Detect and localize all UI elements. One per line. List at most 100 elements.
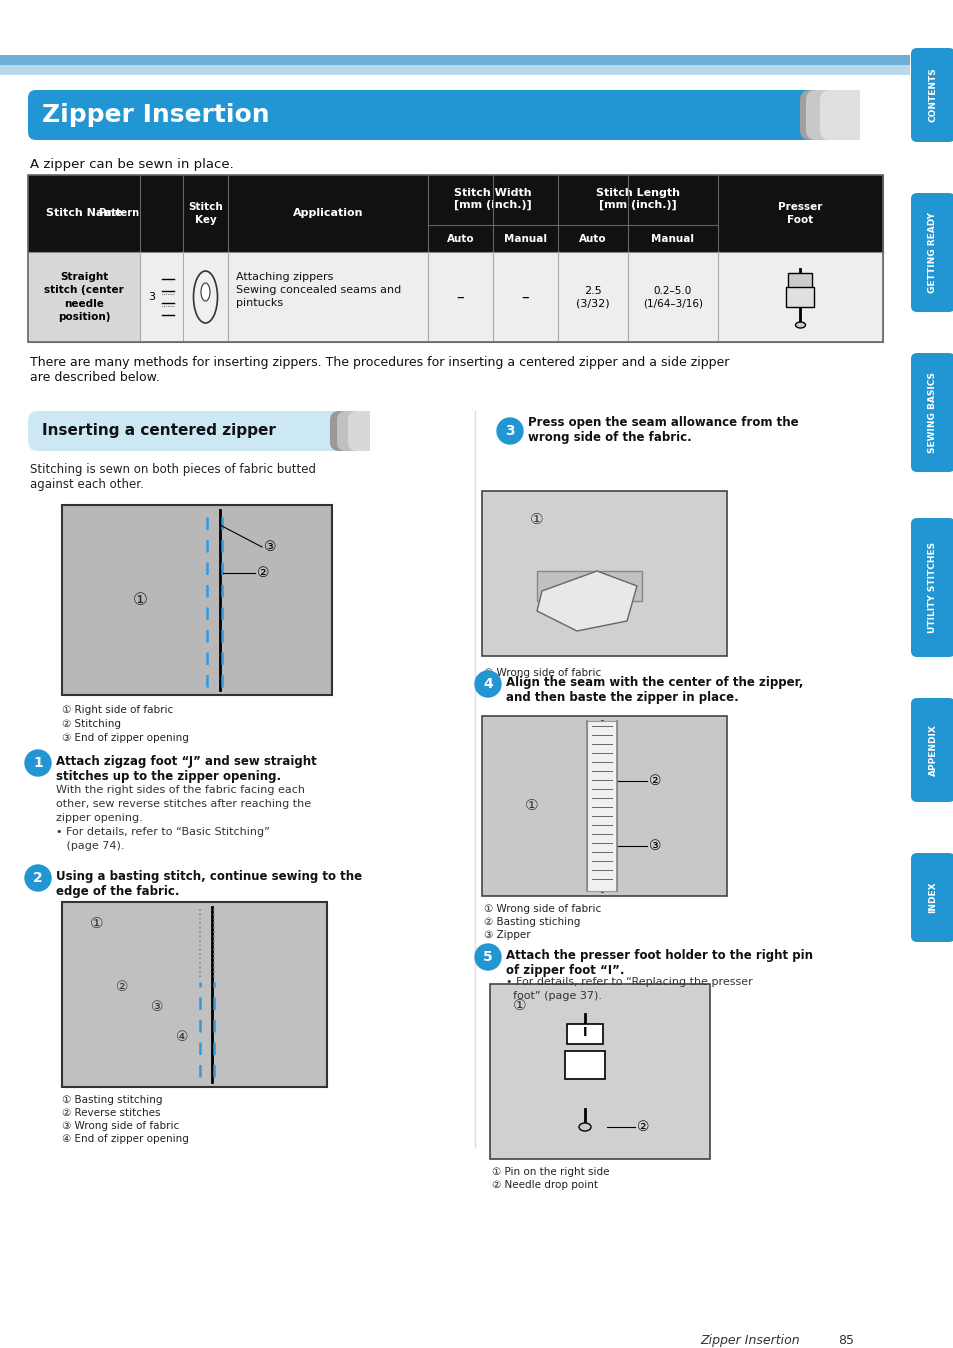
Text: ③: ③: [264, 541, 276, 554]
Text: –: –: [456, 290, 464, 305]
Circle shape: [475, 944, 500, 971]
Bar: [140, 252, 882, 342]
Text: A zipper can be sewn in place.: A zipper can be sewn in place.: [30, 158, 233, 171]
FancyBboxPatch shape: [28, 411, 377, 452]
Text: 0.2–5.0
(1/64–3/16): 0.2–5.0 (1/64–3/16): [642, 286, 702, 309]
Text: Zipper Insertion: Zipper Insertion: [42, 102, 270, 127]
Text: ③ Wrong side of fabric: ③ Wrong side of fabric: [62, 1122, 179, 1131]
Bar: [490, 984, 709, 1159]
Text: Inserting a centered zipper: Inserting a centered zipper: [42, 423, 275, 438]
Text: 3: 3: [148, 293, 154, 302]
Ellipse shape: [193, 271, 217, 324]
Text: pintucks: pintucks: [235, 298, 283, 307]
Text: ① Basting stitching: ① Basting stitching: [62, 1095, 162, 1105]
Text: Manual: Manual: [503, 233, 546, 244]
Text: UTILITY STITCHES: UTILITY STITCHES: [927, 542, 937, 634]
Text: Attach the presser foot holder to the right pin
of zipper foot “I”.: Attach the presser foot holder to the ri…: [505, 949, 812, 977]
Text: CONTENTS: CONTENTS: [927, 67, 937, 123]
Circle shape: [497, 418, 522, 443]
Text: 1: 1: [33, 756, 43, 770]
FancyBboxPatch shape: [820, 90, 869, 140]
Bar: [62, 506, 332, 696]
Text: Auto: Auto: [578, 233, 606, 244]
Text: INDEX: INDEX: [927, 882, 937, 914]
Text: GETTING READY: GETTING READY: [927, 212, 937, 293]
Text: Stitch Width: Stitch Width: [454, 187, 531, 198]
Text: ③: ③: [151, 1000, 163, 1014]
Bar: [370, 411, 390, 452]
Text: ② Basting stiching: ② Basting stiching: [483, 917, 579, 927]
Text: ①: ①: [530, 511, 543, 527]
Text: ③ Zipper: ③ Zipper: [483, 930, 530, 940]
Text: Straight
stitch (center
needle
position): Straight stitch (center needle position): [44, 272, 124, 322]
Text: ①: ①: [513, 999, 526, 1014]
Text: ②: ②: [256, 566, 269, 580]
Text: [mm (inch.)]: [mm (inch.)]: [598, 200, 677, 210]
Ellipse shape: [578, 1123, 590, 1131]
FancyBboxPatch shape: [910, 853, 953, 942]
Text: APPENDIX: APPENDIX: [927, 724, 937, 776]
Text: ① Right side of fabric: ① Right side of fabric: [62, 705, 173, 714]
Text: Sewing concealed seams and: Sewing concealed seams and: [235, 284, 401, 295]
Bar: [28, 252, 140, 342]
FancyBboxPatch shape: [348, 411, 382, 452]
Text: 2.5
(3/32): 2.5 (3/32): [576, 286, 609, 309]
Text: ③ End of zipper opening: ③ End of zipper opening: [62, 733, 189, 743]
Text: Zipper Insertion: Zipper Insertion: [700, 1335, 799, 1347]
FancyBboxPatch shape: [805, 90, 867, 140]
Text: ② Stitching: ② Stitching: [62, 718, 121, 729]
Text: Pattern: Pattern: [98, 209, 139, 218]
Ellipse shape: [795, 322, 804, 328]
Text: Attaching zippers: Attaching zippers: [235, 272, 333, 282]
Ellipse shape: [201, 283, 210, 301]
Text: Stitch Name: Stitch Name: [46, 209, 122, 218]
Text: Auto: Auto: [446, 233, 474, 244]
Text: Align the seam with the center of the zipper,
and then baste the zipper in place: Align the seam with the center of the zi…: [505, 675, 802, 704]
Bar: [28, 175, 882, 342]
Bar: [586, 721, 617, 891]
Text: Manual: Manual: [651, 233, 694, 244]
Bar: [859, 90, 909, 140]
Text: SEWING BASICS: SEWING BASICS: [927, 372, 937, 453]
Bar: [28, 175, 882, 252]
Bar: [788, 274, 812, 288]
Text: ②: ②: [637, 1120, 649, 1134]
Text: Stitch
Key: Stitch Key: [188, 202, 223, 225]
Bar: [481, 716, 726, 896]
FancyBboxPatch shape: [910, 193, 953, 311]
Bar: [0, 65, 909, 75]
FancyBboxPatch shape: [910, 49, 953, 142]
Text: Presser
Foot: Presser Foot: [778, 202, 821, 225]
FancyBboxPatch shape: [910, 518, 953, 656]
Text: Attach zigzag foot “J” and sew straight
stitches up to the zipper opening.: Attach zigzag foot “J” and sew straight …: [56, 755, 316, 783]
Bar: [0, 55, 909, 65]
FancyBboxPatch shape: [910, 698, 953, 802]
Text: Stitching is sewn on both pieces of fabric butted
against each other.: Stitching is sewn on both pieces of fabr…: [30, 462, 315, 491]
Circle shape: [25, 749, 51, 776]
Bar: [785, 287, 814, 307]
Text: Using a basting stitch, continue sewing to the
edge of the fabric.: Using a basting stitch, continue sewing …: [56, 869, 362, 898]
Text: ③: ③: [648, 838, 660, 853]
Text: With the right sides of the fabric facing each
other, sew reverse stitches after: With the right sides of the fabric facin…: [56, 785, 311, 851]
Text: 85: 85: [837, 1335, 853, 1347]
FancyBboxPatch shape: [336, 411, 380, 452]
FancyBboxPatch shape: [910, 353, 953, 472]
Circle shape: [475, 671, 500, 697]
Text: 5: 5: [482, 950, 493, 964]
Polygon shape: [537, 572, 641, 601]
Text: I: I: [582, 1026, 587, 1039]
Text: ②: ②: [115, 980, 128, 993]
Text: There are many methods for inserting zippers. The procedures for inserting a cen: There are many methods for inserting zip…: [30, 356, 729, 384]
Text: ①: ①: [525, 798, 538, 813]
Bar: [481, 491, 726, 656]
Text: ① Wrong side of fabric: ① Wrong side of fabric: [483, 669, 600, 678]
FancyBboxPatch shape: [28, 90, 847, 140]
Bar: [62, 902, 327, 1086]
Polygon shape: [537, 572, 637, 631]
Text: [mm (inch.)]: [mm (inch.)]: [454, 200, 532, 210]
Text: Press open the seam allowance from the
wrong side of the fabric.: Press open the seam allowance from the w…: [527, 417, 798, 443]
Text: ① Pin on the right side: ① Pin on the right side: [492, 1167, 609, 1177]
Text: ①: ①: [91, 917, 104, 931]
FancyBboxPatch shape: [800, 90, 874, 140]
Text: ④: ④: [175, 1030, 188, 1043]
